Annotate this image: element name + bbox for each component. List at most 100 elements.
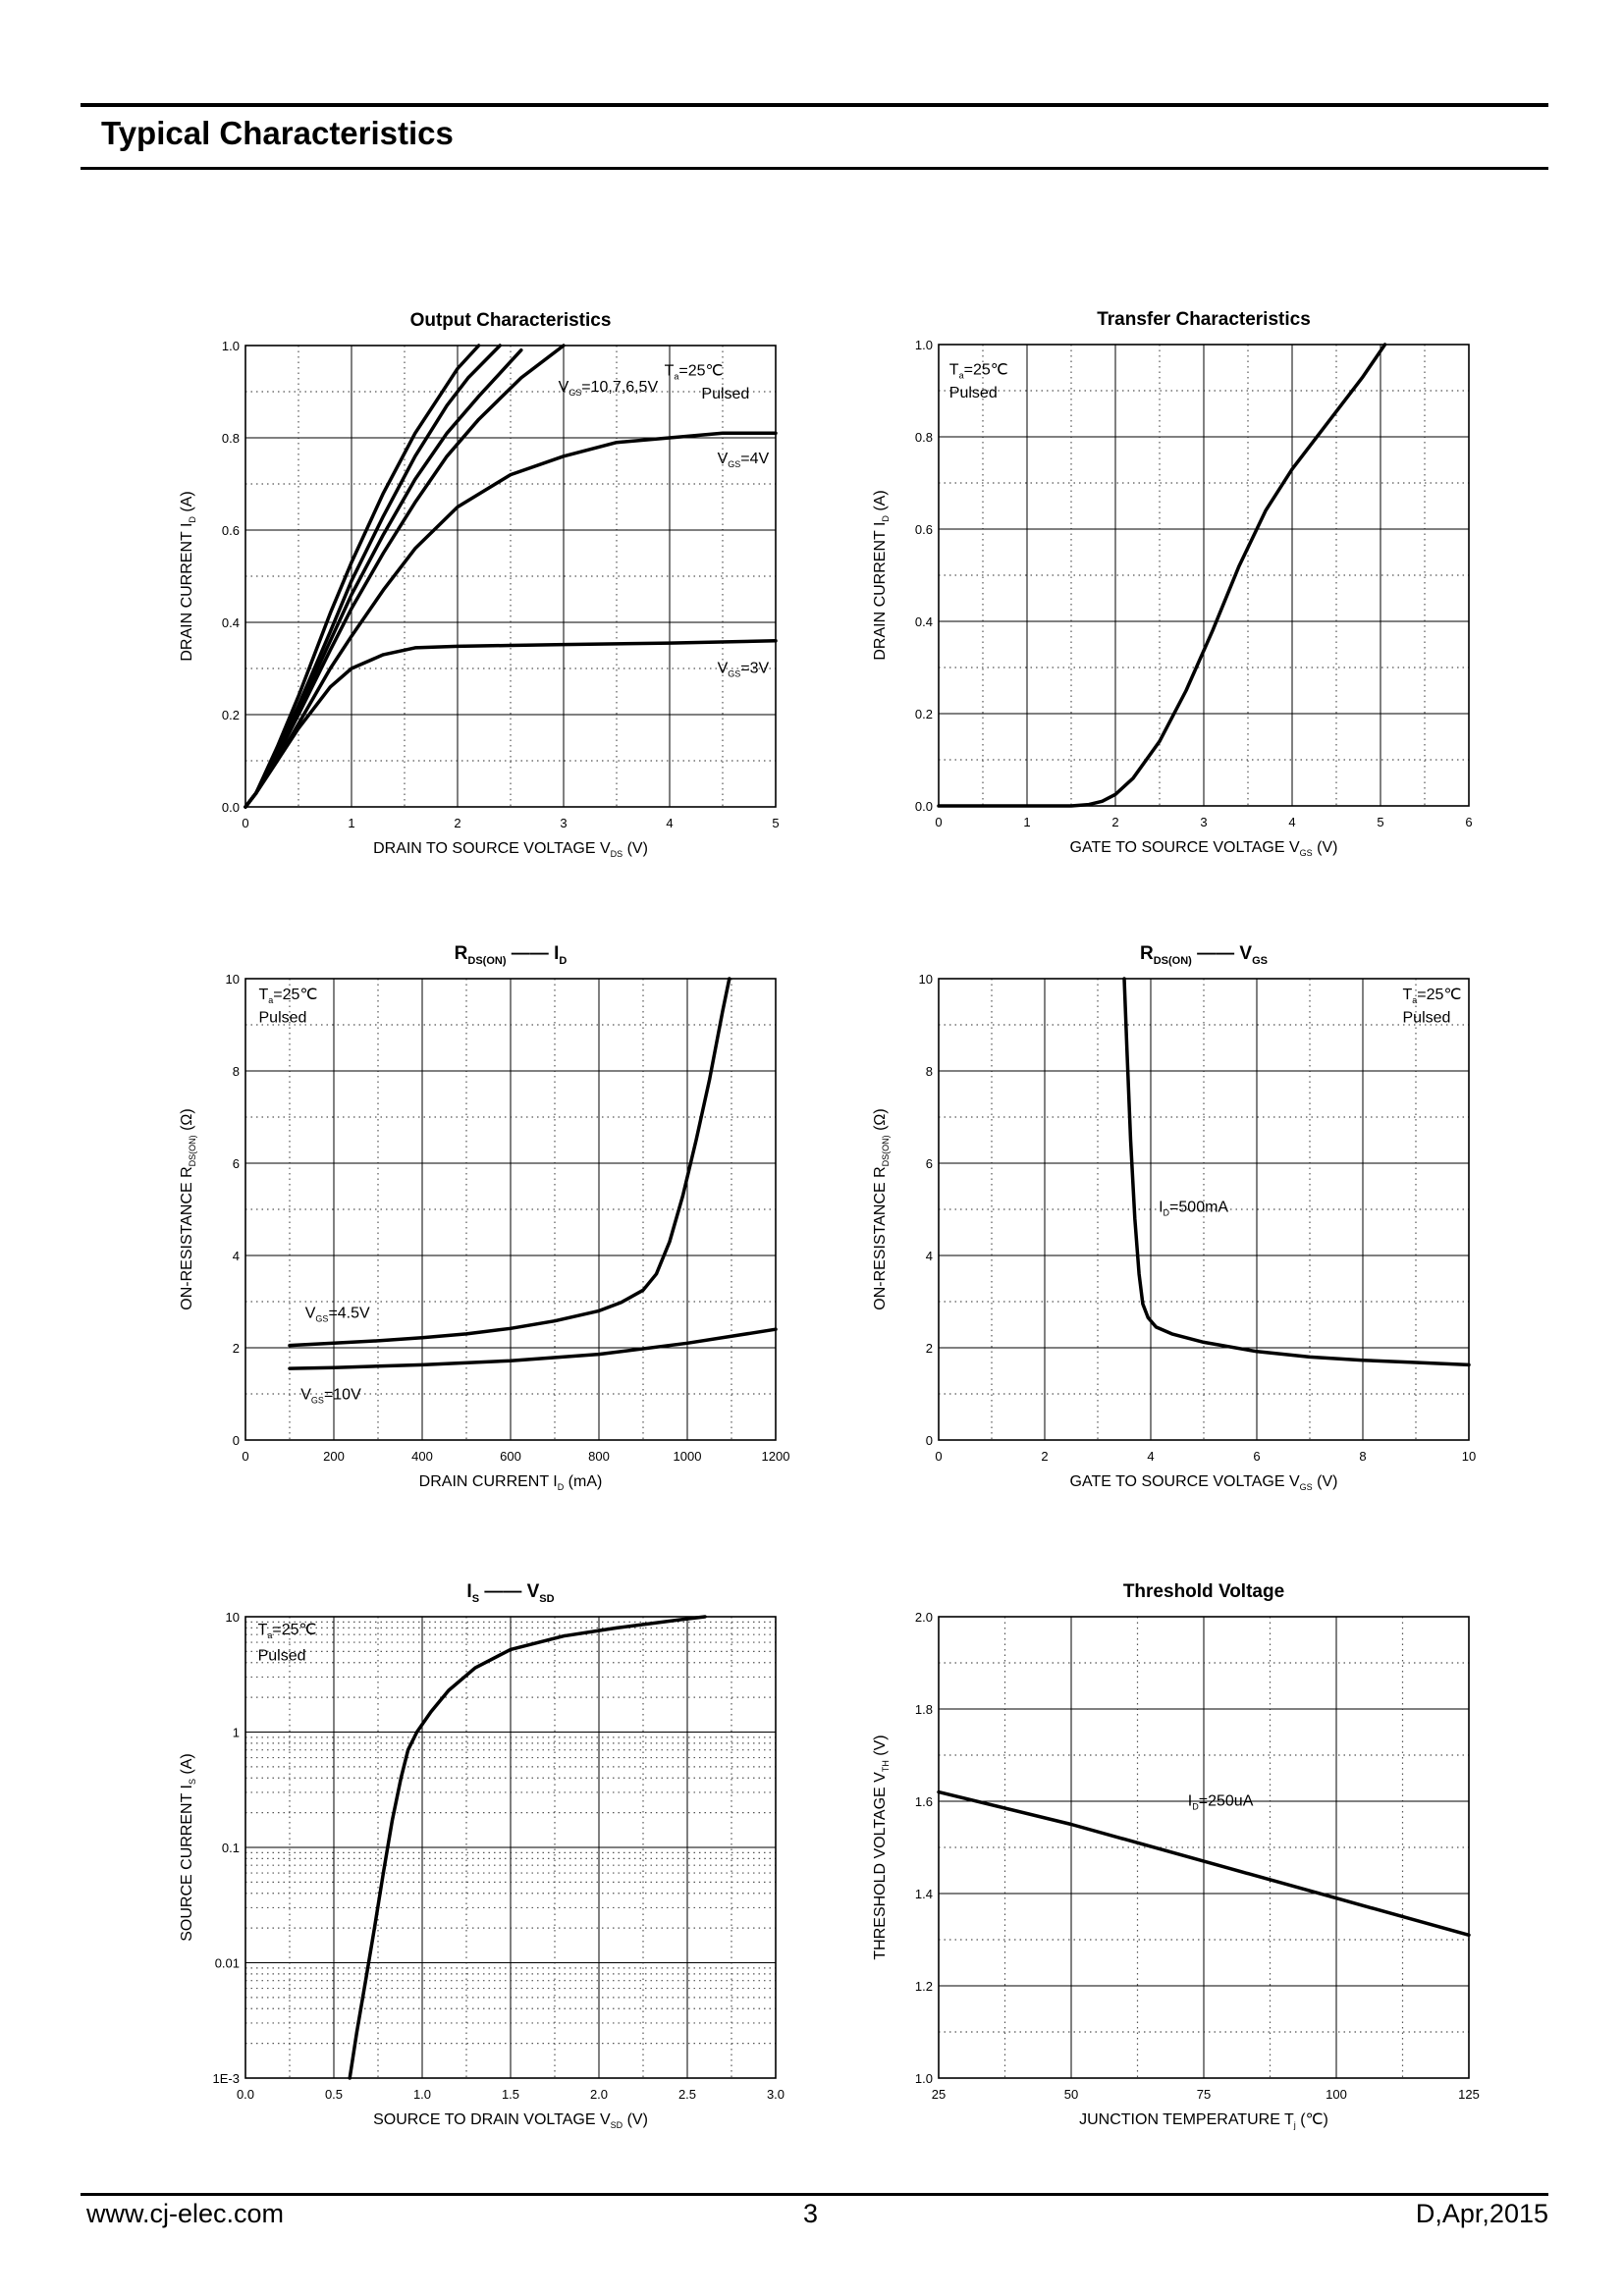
plot-grid	[244, 978, 777, 1441]
y-tick-label: 1.0	[915, 2071, 933, 2086]
chart-annotation: Ta=25℃	[1403, 987, 1462, 1005]
x-axis-label: JUNCTION TEMPERATURE Tj (℃)	[1079, 2111, 1328, 2130]
x-tick-label: 0	[935, 815, 942, 829]
y-tick-label: 6	[233, 1156, 240, 1171]
y-tick-label: 0	[233, 1433, 240, 1448]
plot-grid	[244, 1616, 777, 2079]
y-tick-label: 0.1	[222, 1841, 240, 1855]
y-tick-label: 0.2	[222, 708, 240, 722]
y-tick-label: 0.4	[915, 614, 933, 629]
x-tick-label: 3	[560, 816, 567, 830]
x-tick-label: 2	[1111, 815, 1118, 829]
x-tick-label: 3.0	[767, 2087, 785, 2102]
x-tick-label: 200	[323, 1449, 345, 1464]
plot-grid	[938, 1616, 1470, 2079]
y-tick-label: 2	[233, 1341, 240, 1356]
x-tick-label: 8	[1359, 1449, 1366, 1464]
plot-frame	[938, 978, 1470, 1441]
y-axis-label: ON-RESISTANCE RDS(ON) (Ω)	[179, 1108, 197, 1309]
chart-title: Output Characteristics	[410, 310, 612, 331]
chart-annotation: Ta=25℃	[258, 1622, 317, 1640]
y-axis-label: ON-RESISTANCE RDS(ON) (Ω)	[872, 1108, 891, 1309]
y-tick-label: 0.01	[215, 1956, 240, 1971]
y-tick-label: 4	[926, 1249, 933, 1263]
chart-annotation: Ta=25℃	[665, 363, 724, 382]
y-tick-label: 0	[926, 1433, 933, 1448]
plot-frame	[938, 1616, 1470, 2079]
y-tick-label: 10	[226, 1610, 240, 1625]
plot-grid	[938, 344, 1470, 807]
x-tick-label: 1200	[762, 1449, 790, 1464]
y-tick-label: 8	[233, 1064, 240, 1079]
y-tick-label: 1.0	[222, 339, 240, 353]
y-axis-label: THRESHOLD VOLTAGE VTH (V)	[872, 1735, 891, 1959]
x-tick-label: 2.0	[590, 2087, 608, 2102]
plot-frame	[244, 978, 777, 1441]
plot-grid	[244, 345, 777, 808]
revision-date: D,Apr,2015	[1415, 2199, 1548, 2228]
series-line-1	[937, 343, 1387, 808]
y-tick-label: 10	[226, 972, 240, 987]
series-line-6	[244, 639, 778, 809]
y-tick-label: 1.8	[915, 1702, 933, 1717]
series-group	[244, 344, 778, 809]
output-characteristics-chart: 0 1 2 3 4 5 0.0 0.2 0.4 0.6 0.8 1.0 DRAIN TO SOURCE …	[179, 310, 780, 859]
x-axis-label: GATE TO SOURCE VOLTAGE VGS (V)	[1070, 839, 1338, 858]
x-tick-label: 2	[1041, 1449, 1048, 1464]
chart-annotation: Pulsed	[701, 386, 749, 402]
y-tick-label: 1	[233, 1726, 240, 1740]
y-axis-label: DRAIN CURRENT ID (A)	[872, 490, 891, 660]
y-tick-label: 0.2	[915, 707, 933, 721]
transfer-characteristics-chart: 0 1 2 3 4 5 6 0.0 0.2 0.4 0.6 0.8 1.0 GATE TO SOURCE …	[872, 309, 1473, 858]
x-tick-label: 1	[1023, 815, 1030, 829]
chart-annotation: VGS=3V	[718, 661, 770, 679]
page-number: 3	[803, 2199, 819, 2228]
x-axis-label: DRAIN TO SOURCE VOLTAGE VDS (V)	[373, 840, 648, 859]
x-tick-label: 10	[1462, 1449, 1476, 1464]
y-tick-label: 1E-3	[213, 2071, 240, 2086]
chart-annotation: VGS=4.5V	[305, 1305, 370, 1323]
series-line-1	[348, 1615, 707, 2080]
chart-title: Threshold Voltage	[1123, 1581, 1284, 1602]
y-tick-label: 8	[926, 1064, 933, 1079]
x-tick-label: 6	[1253, 1449, 1260, 1464]
x-tick-label: 600	[500, 1449, 521, 1464]
y-tick-label: 2.0	[915, 1610, 933, 1625]
y-tick-label: 1.4	[915, 1887, 933, 1901]
y-tick-label: 0.8	[915, 430, 933, 445]
plot-frame	[244, 1616, 777, 2079]
x-tick-label: 1.5	[502, 2087, 519, 2102]
x-tick-label: 6	[1465, 815, 1472, 829]
x-tick-label: 4	[1288, 815, 1295, 829]
y-tick-label: 1.6	[915, 1794, 933, 1809]
series-group	[1122, 977, 1471, 1367]
footer-url[interactable]: www.cj-elec.com	[86, 2199, 285, 2228]
chart-annotation: Ta=25℃	[949, 362, 1008, 381]
plot-frame	[938, 344, 1470, 807]
x-tick-label: 800	[588, 1449, 610, 1464]
y-tick-label: 2	[926, 1341, 933, 1356]
chart-annotation: Pulsed	[1403, 1010, 1451, 1027]
chart-annotation: VGS=4V	[718, 451, 770, 469]
x-tick-label: 0	[242, 1449, 248, 1464]
x-tick-label: 4	[1147, 1449, 1154, 1464]
y-tick-label: 1.0	[915, 338, 933, 352]
x-tick-label: 5	[1377, 815, 1383, 829]
page-title: Typical Characteristics	[101, 115, 454, 151]
rdson-vs-vgs-chart: 0 2 4 6 8 10 0 2 4 6 8 10 GATE TO SOURCE VOLTAGE VGS…	[872, 943, 1476, 1492]
series-line-1	[288, 977, 731, 1348]
x-tick-label: 0.0	[237, 2087, 254, 2102]
chart-annotation: VGS=10,7,6,5V	[559, 379, 659, 398]
header-rule-bottom	[81, 167, 1548, 170]
y-tick-label: 0.6	[222, 523, 240, 538]
chart-annotation: Pulsed	[259, 1010, 307, 1027]
series-group	[937, 343, 1387, 808]
x-tick-label: 0	[242, 816, 248, 830]
header-rule-top	[81, 103, 1548, 107]
chart-title: IS —— VSD	[466, 1581, 554, 1605]
y-tick-label: 4	[233, 1249, 240, 1263]
x-axis-label: DRAIN CURRENT ID (mA)	[419, 1473, 603, 1492]
x-tick-label: 0.5	[325, 2087, 343, 2102]
y-tick-label: 6	[926, 1156, 933, 1171]
plot-frame	[244, 345, 777, 808]
